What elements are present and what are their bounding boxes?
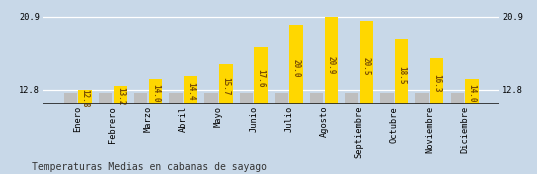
Bar <box>134 93 147 174</box>
Bar <box>64 93 77 174</box>
Text: 13.2: 13.2 <box>116 87 125 106</box>
Bar <box>415 93 429 174</box>
Bar <box>99 93 112 174</box>
Text: Temperaturas Medias en cabanas de sayago: Temperaturas Medias en cabanas de sayago <box>32 162 267 172</box>
Bar <box>149 79 162 174</box>
Bar <box>255 47 267 174</box>
Text: 14.0: 14.0 <box>468 84 476 102</box>
Bar <box>184 76 197 174</box>
Bar <box>205 93 217 174</box>
Bar <box>360 21 373 174</box>
Text: 20.5: 20.5 <box>362 57 371 76</box>
Bar <box>325 17 338 174</box>
Bar <box>430 58 444 174</box>
Bar <box>310 93 323 174</box>
Text: 14.4: 14.4 <box>186 82 195 101</box>
Text: 15.7: 15.7 <box>221 77 230 95</box>
Bar <box>169 93 183 174</box>
Bar <box>219 64 233 174</box>
Bar <box>240 93 253 174</box>
Bar <box>345 93 358 174</box>
Bar <box>114 86 127 174</box>
Text: 16.3: 16.3 <box>432 74 441 93</box>
Bar <box>380 93 394 174</box>
Text: 20.0: 20.0 <box>292 60 301 78</box>
Text: 20.9: 20.9 <box>327 56 336 74</box>
Bar <box>395 39 408 174</box>
Bar <box>289 25 303 174</box>
Bar <box>78 90 92 174</box>
Bar <box>275 93 288 174</box>
Text: 14.0: 14.0 <box>151 84 160 102</box>
Bar <box>465 79 478 174</box>
Text: 17.6: 17.6 <box>257 69 265 88</box>
Text: 18.5: 18.5 <box>397 66 406 84</box>
Text: 12.8: 12.8 <box>81 89 90 107</box>
Bar <box>451 93 464 174</box>
